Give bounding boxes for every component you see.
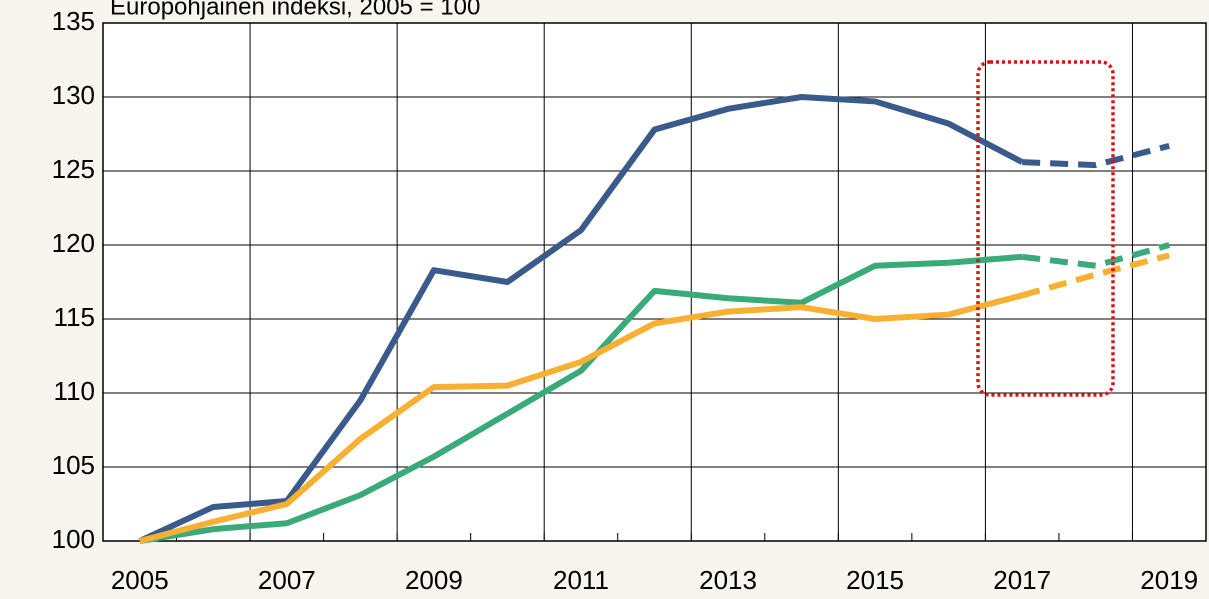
y-tick-label: 100 — [52, 524, 95, 554]
y-tick-label: 115 — [54, 302, 95, 332]
x-tick-label: 2019 — [1140, 565, 1198, 595]
y-tick-label: 120 — [52, 228, 95, 258]
plot-border — [102, 22, 1207, 542]
y-tick-label: 135 — [52, 6, 95, 36]
y-tick-label: 105 — [52, 450, 95, 480]
series-line — [139, 292, 1023, 544]
forecast-line — [1021, 242, 1171, 269]
forecast-line — [1021, 252, 1170, 299]
x-tick-label: 2017 — [993, 565, 1051, 595]
series-line — [139, 253, 1023, 544]
x-tick-label: 2011 — [553, 565, 609, 595]
x-tick-label: 2005 — [111, 565, 169, 595]
x-tick-label: 2009 — [405, 565, 463, 595]
highlight-box — [976, 60, 1115, 397]
chart-title: Europohjainen indeksi, 2005 = 100 — [110, 0, 480, 20]
y-tick-label: 130 — [52, 80, 95, 110]
plot-area — [103, 23, 1206, 541]
forecast-line — [1022, 142, 1170, 169]
x-tick-label: 2015 — [846, 565, 904, 595]
x-tick-label: 2007 — [258, 565, 316, 595]
y-tick-label: 125 — [52, 154, 95, 184]
x-tick-label: 2013 — [699, 565, 757, 595]
y-tick-label: 110 — [54, 376, 95, 406]
